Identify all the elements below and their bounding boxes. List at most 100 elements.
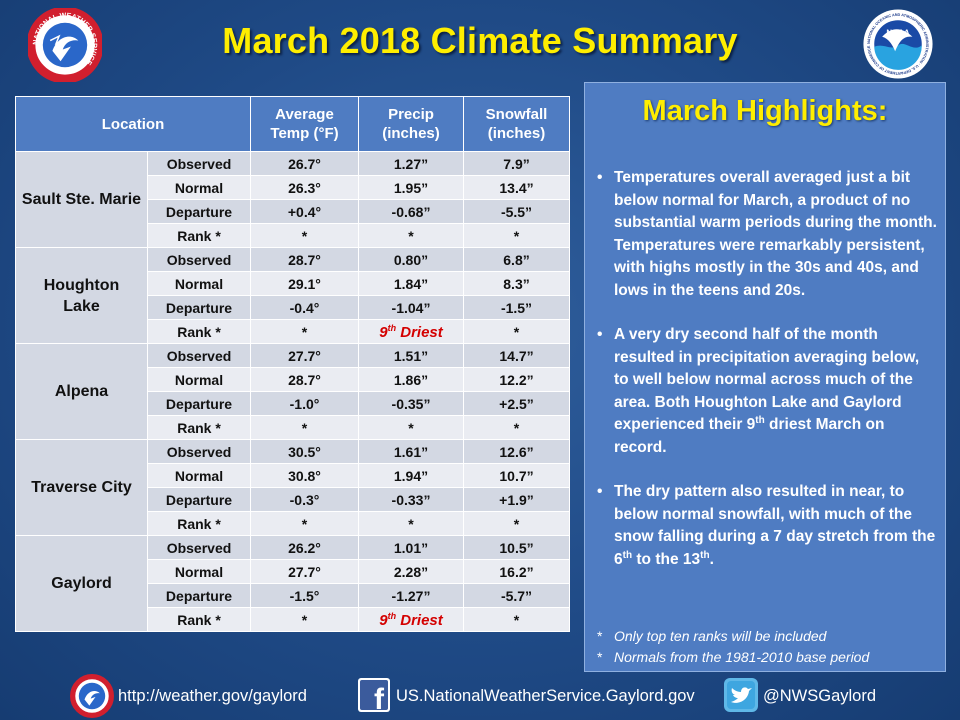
row-label: Rank * [147, 415, 251, 440]
row-label: Departure [147, 295, 251, 320]
header-precip: Precip (inches) [358, 96, 464, 152]
precip-rank-cell: 9th Driest [358, 607, 464, 632]
table-row: Rank * * * * [16, 415, 570, 440]
twitter-icon [724, 678, 758, 712]
snow-cell: * [463, 223, 570, 248]
snow-cell: 16.2” [463, 559, 570, 584]
temp-cell: -1.0° [250, 391, 359, 416]
row-label: Rank * [147, 223, 251, 248]
facebook-icon: f [358, 678, 390, 712]
temp-cell: 28.7° [250, 367, 359, 392]
temp-cell: -0.4° [250, 295, 359, 320]
snow-cell: 10.5” [463, 535, 570, 560]
list-item: • Temperatures overall averaged just a b… [597, 169, 937, 299]
snow-cell: -1.5” [463, 295, 570, 320]
row-label: Rank * [147, 511, 251, 536]
precip-cell: 1.01” [358, 535, 464, 560]
snow-cell: +2.5” [463, 391, 570, 416]
driest-rank-label: 9th Driest [379, 610, 443, 629]
svg-text:NOAA: NOAA [886, 28, 910, 37]
snow-cell: 13.4” [463, 175, 570, 200]
table-row: Departure -0.4° -1.04” -1.5” [16, 295, 570, 320]
row-label: Normal [147, 559, 251, 584]
row-label: Normal [147, 271, 251, 296]
table-row: Houghton Lake Observed 28.7° 0.80” 6.8” [15, 247, 570, 344]
row-label: Normal [147, 463, 251, 488]
row-label: Observed [147, 343, 251, 368]
asterisk-icon: * [597, 628, 603, 644]
snow-cell: * [463, 415, 570, 440]
highlights-panel: March Highlights: • Temperatures overall… [584, 82, 946, 672]
snow-cell: 14.7” [463, 343, 570, 368]
snow-cell: 8.3” [463, 271, 570, 296]
row-label: Departure [147, 583, 251, 608]
temp-cell: +0.4° [250, 199, 359, 224]
temp-cell: * [250, 607, 359, 632]
location-name: Gaylord [15, 535, 148, 632]
nws-logo-icon: NATIONAL WEATHER SERVICE [28, 8, 102, 82]
climate-table: Location Average Temp (°F) Precip (inches)… [15, 96, 570, 632]
header-snowfall: Snowfall (inches) [463, 96, 570, 152]
temp-cell: -1.5° [250, 583, 359, 608]
bullet-icon: • [597, 326, 603, 343]
precip-cell: 1.94” [358, 463, 464, 488]
page-title: March 2018 Climate Summary [222, 20, 738, 61]
snow-cell: * [463, 511, 570, 536]
row-label: Observed [147, 535, 251, 560]
row-label: Normal [147, 367, 251, 392]
bullet-icon: • [597, 483, 603, 500]
snow-cell: -5.5” [463, 199, 570, 224]
snow-cell: 7.9” [463, 151, 570, 176]
precip-cell: 1.27” [358, 151, 464, 176]
nws-small-logo-icon [70, 674, 114, 718]
footnote: * Only top ten ranks will be included [597, 626, 937, 647]
table-row: Departure -0.3° -0.33” +1.9” [16, 487, 570, 512]
precip-cell: * [358, 511, 464, 536]
temp-cell: 26.7° [250, 151, 359, 176]
snow-cell: 10.7” [463, 463, 570, 488]
precip-cell: 1.51” [358, 343, 464, 368]
snow-cell: * [463, 319, 570, 344]
precip-cell: * [358, 223, 464, 248]
temp-cell: 26.2° [250, 535, 359, 560]
website-link[interactable]: http://weather.gov/gaylord [118, 687, 307, 705]
temp-cell: 29.1° [250, 271, 359, 296]
footnote: * Normals from the 1981-2010 base period [597, 647, 937, 668]
footer: http://weather.gov/gaylord f US.National… [0, 672, 960, 720]
precip-cell: -0.35” [358, 391, 464, 416]
temp-cell: * [250, 319, 359, 344]
snow-cell: +1.9” [463, 487, 570, 512]
precip-cell: 1.84” [358, 271, 464, 296]
table-row: Normal 30.8° 1.94” 10.7” [16, 463, 570, 488]
table-row: Gaylord Observed 26.2° 1.01” 10.5” [15, 535, 570, 632]
location-name: Alpena [15, 343, 148, 440]
table-row: Rank * * * * [16, 511, 570, 536]
header-location: Location [15, 96, 251, 152]
row-label: Departure [147, 487, 251, 512]
table-row: Sault Ste. Marie Observed 26.7° 1.27” 7.… [15, 151, 570, 248]
temp-cell: * [250, 223, 359, 248]
table-row: Departure -1.5° -1.27” -5.7” [16, 583, 570, 608]
snow-cell: 12.6” [463, 439, 570, 464]
facebook-link[interactable]: US.NationalWeatherService.Gaylord.gov [396, 687, 695, 705]
row-label: Observed [147, 439, 251, 464]
table-row: Normal 27.7° 2.28” 16.2” [16, 559, 570, 584]
table-row: Traverse City Observed 30.5° 1.61” 12.6” [15, 439, 570, 536]
list-item: • A very dry second half of the month re… [597, 326, 920, 456]
temp-cell: -0.3° [250, 487, 359, 512]
temp-cell: 30.5° [250, 439, 359, 464]
twitter-link[interactable]: @NWSGaylord [763, 687, 877, 705]
snow-cell: * [463, 607, 570, 632]
noaa-logo-icon: NATIONAL OCEANIC AND ATMOSPHERIC ADMINIS… [863, 9, 933, 79]
precip-rank-cell: 9th Driest [358, 319, 464, 344]
precip-cell: -1.04” [358, 295, 464, 320]
table-header-row: Location Average Temp (°F) Precip (inches)… [15, 96, 570, 152]
footnotes: * Only top ten ranks will be included * No… [597, 626, 937, 668]
snow-cell: -5.7” [463, 583, 570, 608]
precip-cell: -0.33” [358, 487, 464, 512]
driest-rank-label: 9th Driest [379, 322, 443, 341]
temp-cell: 27.7° [250, 343, 359, 368]
table-row: Normal 29.1° 1.84” 8.3” [16, 271, 570, 296]
highlights-list: • Temperatures overall averaged just a b… [597, 167, 937, 593]
table-row: Rank * * * * [16, 223, 570, 248]
